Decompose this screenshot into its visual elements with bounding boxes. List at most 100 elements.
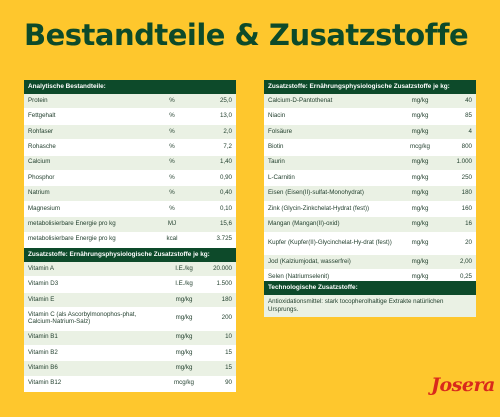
additives-right-table: Zusatzstoffe: Ernährungsphysiologische Z… [264, 80, 476, 286]
row-value: 2,00 [459, 257, 472, 265]
row-label: Vitamin B1 [28, 333, 58, 341]
row-label: Selen (Natriumselenit) [268, 273, 330, 281]
row-unit: mg/kg [411, 238, 429, 246]
table-row: Vitamin B2 mg/kg 15 [24, 345, 236, 362]
row-unit: % [169, 127, 175, 135]
row-label: Calcium [28, 158, 51, 166]
table-row: L-Carnitin mg/kg 250 [264, 170, 476, 187]
row-value: 0,40 [219, 189, 232, 197]
row-unit: mg/kg [175, 314, 193, 322]
row-value: 4 [468, 127, 472, 135]
row-label: Biotin [268, 142, 284, 150]
analytical-header: Analytische Bestandteile: [24, 80, 236, 94]
josera-logo: Josera [431, 374, 495, 396]
table-row: Rohfaser% 2,0 [24, 124, 236, 141]
row-label: L-Carnitin [268, 173, 295, 181]
additives-left-table: Zusatzstoffe: Ernährungsphysiologische Z… [24, 248, 236, 393]
row-value: 180 [461, 189, 472, 197]
row-unit: mg/kg [175, 295, 193, 303]
row-unit: mg/kg [411, 112, 429, 120]
table-row: Rohasche% 7,2 [24, 140, 236, 156]
table-row: Vitamin D3 I.E./kg 1.500 [24, 277, 236, 293]
table-row: Jod (Kalziumjodat, wasserfrei) mg/kg 2,00 [264, 254, 476, 271]
additives-left-header: Zusatzstoffe: Ernährungsphysiologische Z… [24, 248, 236, 262]
row-label: Magnesium [28, 204, 60, 212]
row-value: 1.500 [216, 280, 232, 288]
table-row: Phosphor% 0,90 [24, 170, 236, 187]
row-label: Kupfer (Kupfer(II)-Glycinchelat-Hy-drat … [268, 238, 392, 246]
table-row: Vitamin B1 mg/kg 10 [24, 330, 236, 346]
row-label: Vitamin C (als Ascorbylmonophos-phat, Ca… [28, 311, 137, 325]
additives-right-rows: Calcium-D-Pantothenat mg/kg 40 Niacin mg/kg 8… [264, 94, 476, 286]
row-unit: % [169, 189, 175, 197]
row-value: 40 [465, 96, 472, 104]
row-value: 85 [465, 112, 472, 120]
row-label: Rohfaser [28, 127, 54, 135]
technological-text: Antioxidationsmittel: stark tocopherolha… [264, 295, 476, 318]
row-value: 20 [465, 238, 472, 246]
row-value: 1,40 [219, 158, 232, 166]
row-value: 7,2 [223, 142, 232, 150]
row-label: Fettgehalt [28, 112, 56, 120]
row-unit: mg/kg [411, 96, 429, 104]
row-value: 16 [465, 219, 472, 227]
table-row: Eisen (Eisen(II)-sulfat-Monohydrat) mg/kg… [264, 186, 476, 202]
row-unit: mg/kg [411, 204, 429, 212]
row-label: Protein [28, 96, 48, 104]
table-row: metabolisierbare Energie pro kg MJ 15,6 [24, 217, 236, 233]
row-unit: mcg/kg [410, 142, 430, 150]
row-value: 90 [225, 379, 232, 387]
row-unit: I.E./kg [175, 264, 193, 272]
technological-table: Technologische Zusatzstoffe: Antioxidati… [264, 281, 476, 318]
row-value: 13,0 [219, 112, 232, 120]
row-value: 15 [225, 364, 232, 372]
table-row: Vitamin E mg/kg 180 [24, 292, 236, 309]
row-unit: mcg/kg [174, 379, 194, 387]
table-row: Calcium% 1,40 [24, 155, 236, 171]
row-label: Calcium-D-Pantothenat [268, 96, 333, 104]
table-row: Biotin mcg/kg 800 [264, 140, 476, 156]
row-unit: % [169, 112, 175, 120]
row-value: 10 [225, 333, 232, 341]
row-unit: mg/kg [411, 158, 429, 166]
table-row: Niacin mg/kg 85 [264, 109, 476, 125]
additives-right-header: Zusatzstoffe: Ernährungsphysiologische Z… [264, 80, 476, 94]
row-value: 800 [461, 142, 472, 150]
table-row: Zink (Glycin-Zinkchelat-Hydrat (fest)) mg… [264, 201, 476, 218]
row-label: Mangan (Mangan(II)-oxid) [268, 219, 340, 227]
analytical-rows: Protein% 25,0 Fettgehalt% 13,0 Rohfaser% 2,0 R… [24, 94, 236, 248]
table-row: Vitamin B12 mcg/kg 90 [24, 376, 236, 393]
table-row: Folsäure mg/kg 4 [264, 124, 476, 141]
row-unit: mg/kg [411, 173, 429, 181]
table-row: Vitamin A I.E./kg 20.000 [24, 262, 236, 278]
row-value: 160 [461, 204, 472, 212]
row-value: 180 [221, 295, 232, 303]
row-value: 25,0 [219, 96, 232, 104]
row-label: Taurin [268, 158, 285, 166]
row-value: 0,10 [219, 204, 232, 212]
row-unit: % [169, 204, 175, 212]
row-unit: % [169, 142, 175, 150]
row-label: metabolisierbare Energie pro kg [28, 235, 116, 243]
row-value: 200 [221, 314, 232, 322]
table-row: Fettgehalt% 13,0 [24, 109, 236, 125]
row-unit: % [169, 158, 175, 166]
row-label: Natrium [28, 189, 50, 197]
row-unit: mg/kg [411, 189, 429, 197]
row-unit: MJ [167, 219, 177, 227]
row-label: Folsäure [268, 127, 293, 135]
row-value: 250 [461, 173, 472, 181]
row-unit: mg/kg [411, 219, 429, 227]
row-unit: mg/kg [411, 257, 429, 265]
technological-header: Technologische Zusatzstoffe: [264, 281, 476, 295]
row-label: Phosphor [28, 173, 55, 181]
row-label: Vitamin B12 [28, 379, 62, 387]
row-label: Vitamin E [28, 295, 55, 303]
table-row: Magnesium% 0,10 [24, 201, 236, 218]
table-row: Vitamin C (als Ascorbylmonophos-phat, Ca… [24, 308, 236, 331]
table-row: Taurin mg/kg 1.000 [264, 155, 476, 171]
row-label: Vitamin B2 [28, 348, 58, 356]
row-label: Rohasche [28, 142, 56, 150]
row-label: Jod (Kalziumjodat, wasserfrei) [268, 257, 351, 265]
row-unit: I.E./kg [175, 280, 193, 288]
